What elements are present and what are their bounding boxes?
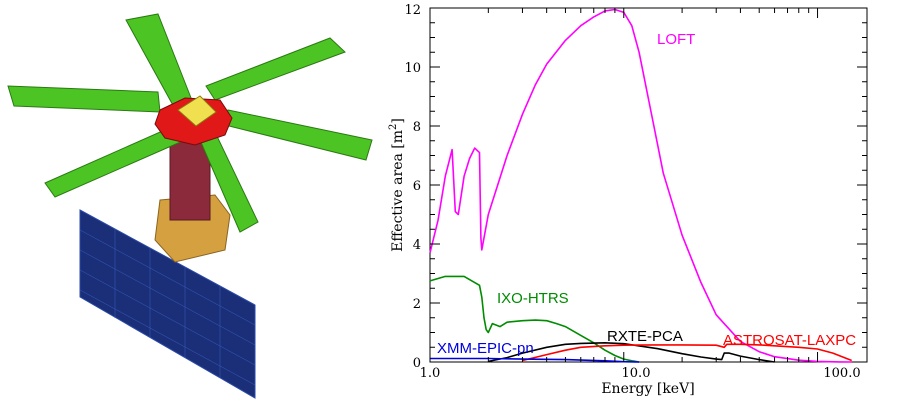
panel-wing-6: [205, 37, 346, 101]
series-line-ixo-htrs: [429, 275, 640, 363]
series-line-xmm-epic-pn: [430, 357, 640, 363]
x-tick-label-10: 10.0: [622, 366, 651, 381]
series-line-rxte-pca: [488, 341, 775, 363]
y-axis-title-main: Effective area [m: [390, 130, 406, 252]
series-label-rxte-pca: RXTE-PCA: [607, 328, 683, 345]
x-tick-label-1: 1.0: [420, 366, 441, 381]
y-tick-label-6: 6: [413, 179, 421, 194]
series-label-astrosat-laxpc: ASTROSAT-LAXPC: [723, 332, 856, 349]
solar-panel-array: [79, 209, 256, 399]
y-axis-title-close: ]: [390, 118, 406, 123]
series-label-xmm-epic-pn: XMM-EPIC-pn: [437, 340, 534, 357]
y-axis-title: Effective area [m2]: [388, 118, 406, 252]
series-layer: [429, 8, 852, 363]
y-tick-label-12: 12: [404, 3, 421, 18]
y-axis-title-sup: 2: [388, 124, 399, 130]
tick-layer: [429, 7, 867, 363]
x-tick-label-100: 100.0: [823, 366, 860, 381]
series-line-loft: [429, 8, 852, 363]
detector-box: [177, 95, 217, 127]
solar-panel-grid: [79, 229, 256, 386]
y-tick-label-8: 8: [413, 120, 421, 135]
spacecraft-illustration: [7, 13, 373, 399]
series-line-astrosat-laxpc: [522, 343, 852, 362]
y-tick-label-4: 4: [413, 238, 421, 253]
y-tick-label-10: 10: [404, 61, 421, 76]
plot-frame: [429, 7, 868, 363]
series-label-loft: LOFT: [657, 31, 695, 48]
y-tick-label-2: 2: [413, 297, 421, 312]
series-label-ixo-htrs: IXO-HTRS: [497, 290, 569, 307]
x-axis-title: Energy [keV]: [601, 381, 694, 397]
y-tick-label-0: 0: [413, 356, 421, 371]
